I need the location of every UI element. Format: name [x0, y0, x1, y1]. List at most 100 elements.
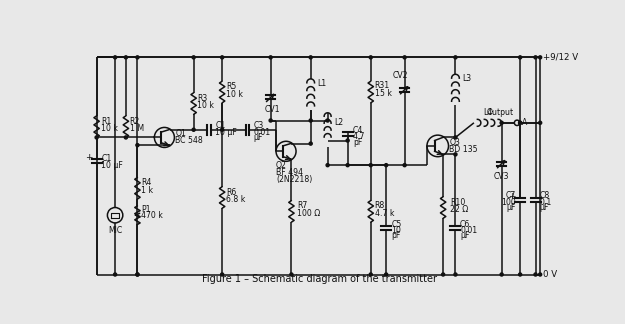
- Text: R5: R5: [226, 82, 236, 91]
- Circle shape: [309, 56, 312, 59]
- Text: R3: R3: [198, 94, 208, 103]
- Text: 10 μF: 10 μF: [101, 161, 123, 170]
- Circle shape: [534, 273, 537, 276]
- Text: 100 Ω: 100 Ω: [297, 209, 320, 218]
- Text: BC 548: BC 548: [175, 136, 203, 145]
- Circle shape: [384, 273, 388, 276]
- Circle shape: [124, 56, 127, 59]
- Text: R8: R8: [374, 202, 385, 211]
- Circle shape: [519, 273, 522, 276]
- Text: C1: C1: [215, 122, 226, 130]
- Circle shape: [136, 144, 139, 147]
- Text: +9/12 V: +9/12 V: [543, 53, 578, 62]
- Circle shape: [136, 273, 139, 276]
- Circle shape: [519, 56, 522, 59]
- Circle shape: [309, 142, 312, 145]
- Circle shape: [500, 121, 503, 124]
- Text: CV1: CV1: [264, 105, 280, 114]
- Circle shape: [369, 273, 372, 276]
- Circle shape: [403, 56, 406, 59]
- Text: 10 k: 10 k: [226, 90, 243, 99]
- Text: 10 μF: 10 μF: [215, 128, 237, 137]
- Text: pF: pF: [353, 138, 362, 146]
- Circle shape: [454, 136, 457, 139]
- Circle shape: [454, 273, 457, 276]
- Text: L4: L4: [483, 108, 492, 117]
- Text: 1 k: 1 k: [141, 186, 153, 195]
- Text: C4: C4: [353, 126, 363, 135]
- Text: +: +: [85, 153, 92, 162]
- Text: Output: Output: [486, 108, 514, 117]
- Text: (2N2218): (2N2218): [276, 175, 312, 183]
- Text: R1: R1: [101, 117, 112, 126]
- Text: Q1: Q1: [175, 129, 186, 138]
- Circle shape: [269, 56, 272, 59]
- Text: L1: L1: [318, 79, 327, 88]
- Text: 0.01: 0.01: [254, 128, 271, 136]
- Text: μF: μF: [460, 232, 469, 240]
- Circle shape: [454, 56, 457, 59]
- Circle shape: [346, 139, 349, 142]
- Text: R7: R7: [297, 202, 307, 211]
- Text: L3: L3: [462, 75, 471, 83]
- Circle shape: [114, 273, 117, 276]
- Circle shape: [384, 164, 388, 167]
- Text: 6.8 k: 6.8 k: [226, 195, 246, 204]
- Text: R10: R10: [450, 198, 465, 207]
- Text: 1 M: 1 M: [130, 124, 144, 133]
- Text: L2: L2: [334, 118, 343, 127]
- Circle shape: [369, 164, 372, 167]
- Text: 0.1: 0.1: [539, 198, 552, 207]
- Text: C6: C6: [460, 220, 471, 229]
- Circle shape: [346, 164, 349, 167]
- Text: C7: C7: [505, 191, 516, 201]
- Text: +: +: [508, 192, 516, 201]
- Text: pF: pF: [391, 232, 401, 240]
- Text: Figure 1 – Schematic diagram of the transmitter: Figure 1 – Schematic diagram of the tran…: [202, 274, 438, 284]
- Circle shape: [519, 121, 522, 124]
- Text: 10 k: 10 k: [101, 124, 118, 133]
- Circle shape: [192, 128, 195, 131]
- Text: R2: R2: [130, 117, 140, 126]
- Text: μF: μF: [254, 133, 263, 142]
- Text: 22 Ω: 22 Ω: [450, 205, 468, 214]
- Text: 470 k: 470 k: [141, 212, 163, 220]
- Circle shape: [454, 153, 457, 156]
- Text: 10 k: 10 k: [198, 101, 214, 110]
- Circle shape: [500, 273, 503, 276]
- Circle shape: [136, 273, 139, 276]
- Text: MIC: MIC: [108, 226, 122, 235]
- Circle shape: [221, 56, 224, 59]
- Text: 100: 100: [501, 198, 516, 207]
- Circle shape: [539, 273, 542, 276]
- Text: BF 494: BF 494: [276, 168, 303, 177]
- Text: 0 V: 0 V: [543, 270, 558, 279]
- Text: CV3: CV3: [494, 172, 509, 181]
- Circle shape: [95, 136, 98, 139]
- Text: 4.7 k: 4.7 k: [374, 209, 394, 218]
- Circle shape: [539, 56, 542, 59]
- Text: R4: R4: [141, 179, 152, 187]
- Circle shape: [519, 121, 522, 124]
- Text: R6: R6: [226, 188, 236, 197]
- Text: A: A: [522, 118, 527, 127]
- Text: 10: 10: [391, 226, 401, 235]
- Text: R31: R31: [374, 81, 390, 90]
- Text: C1: C1: [101, 154, 112, 163]
- Text: C3: C3: [254, 122, 264, 130]
- Text: Q2: Q2: [276, 161, 287, 170]
- Circle shape: [403, 164, 406, 167]
- Circle shape: [221, 273, 224, 276]
- Text: μF: μF: [506, 203, 516, 212]
- Text: C5: C5: [391, 220, 402, 229]
- Text: 15 k: 15 k: [374, 89, 392, 98]
- Circle shape: [136, 56, 139, 59]
- Circle shape: [442, 273, 444, 276]
- Text: Q3: Q3: [449, 138, 460, 146]
- Circle shape: [114, 56, 117, 59]
- Text: μF: μF: [539, 203, 549, 212]
- Circle shape: [539, 121, 542, 124]
- Text: P1: P1: [141, 205, 151, 214]
- Circle shape: [309, 119, 312, 122]
- Circle shape: [192, 56, 195, 59]
